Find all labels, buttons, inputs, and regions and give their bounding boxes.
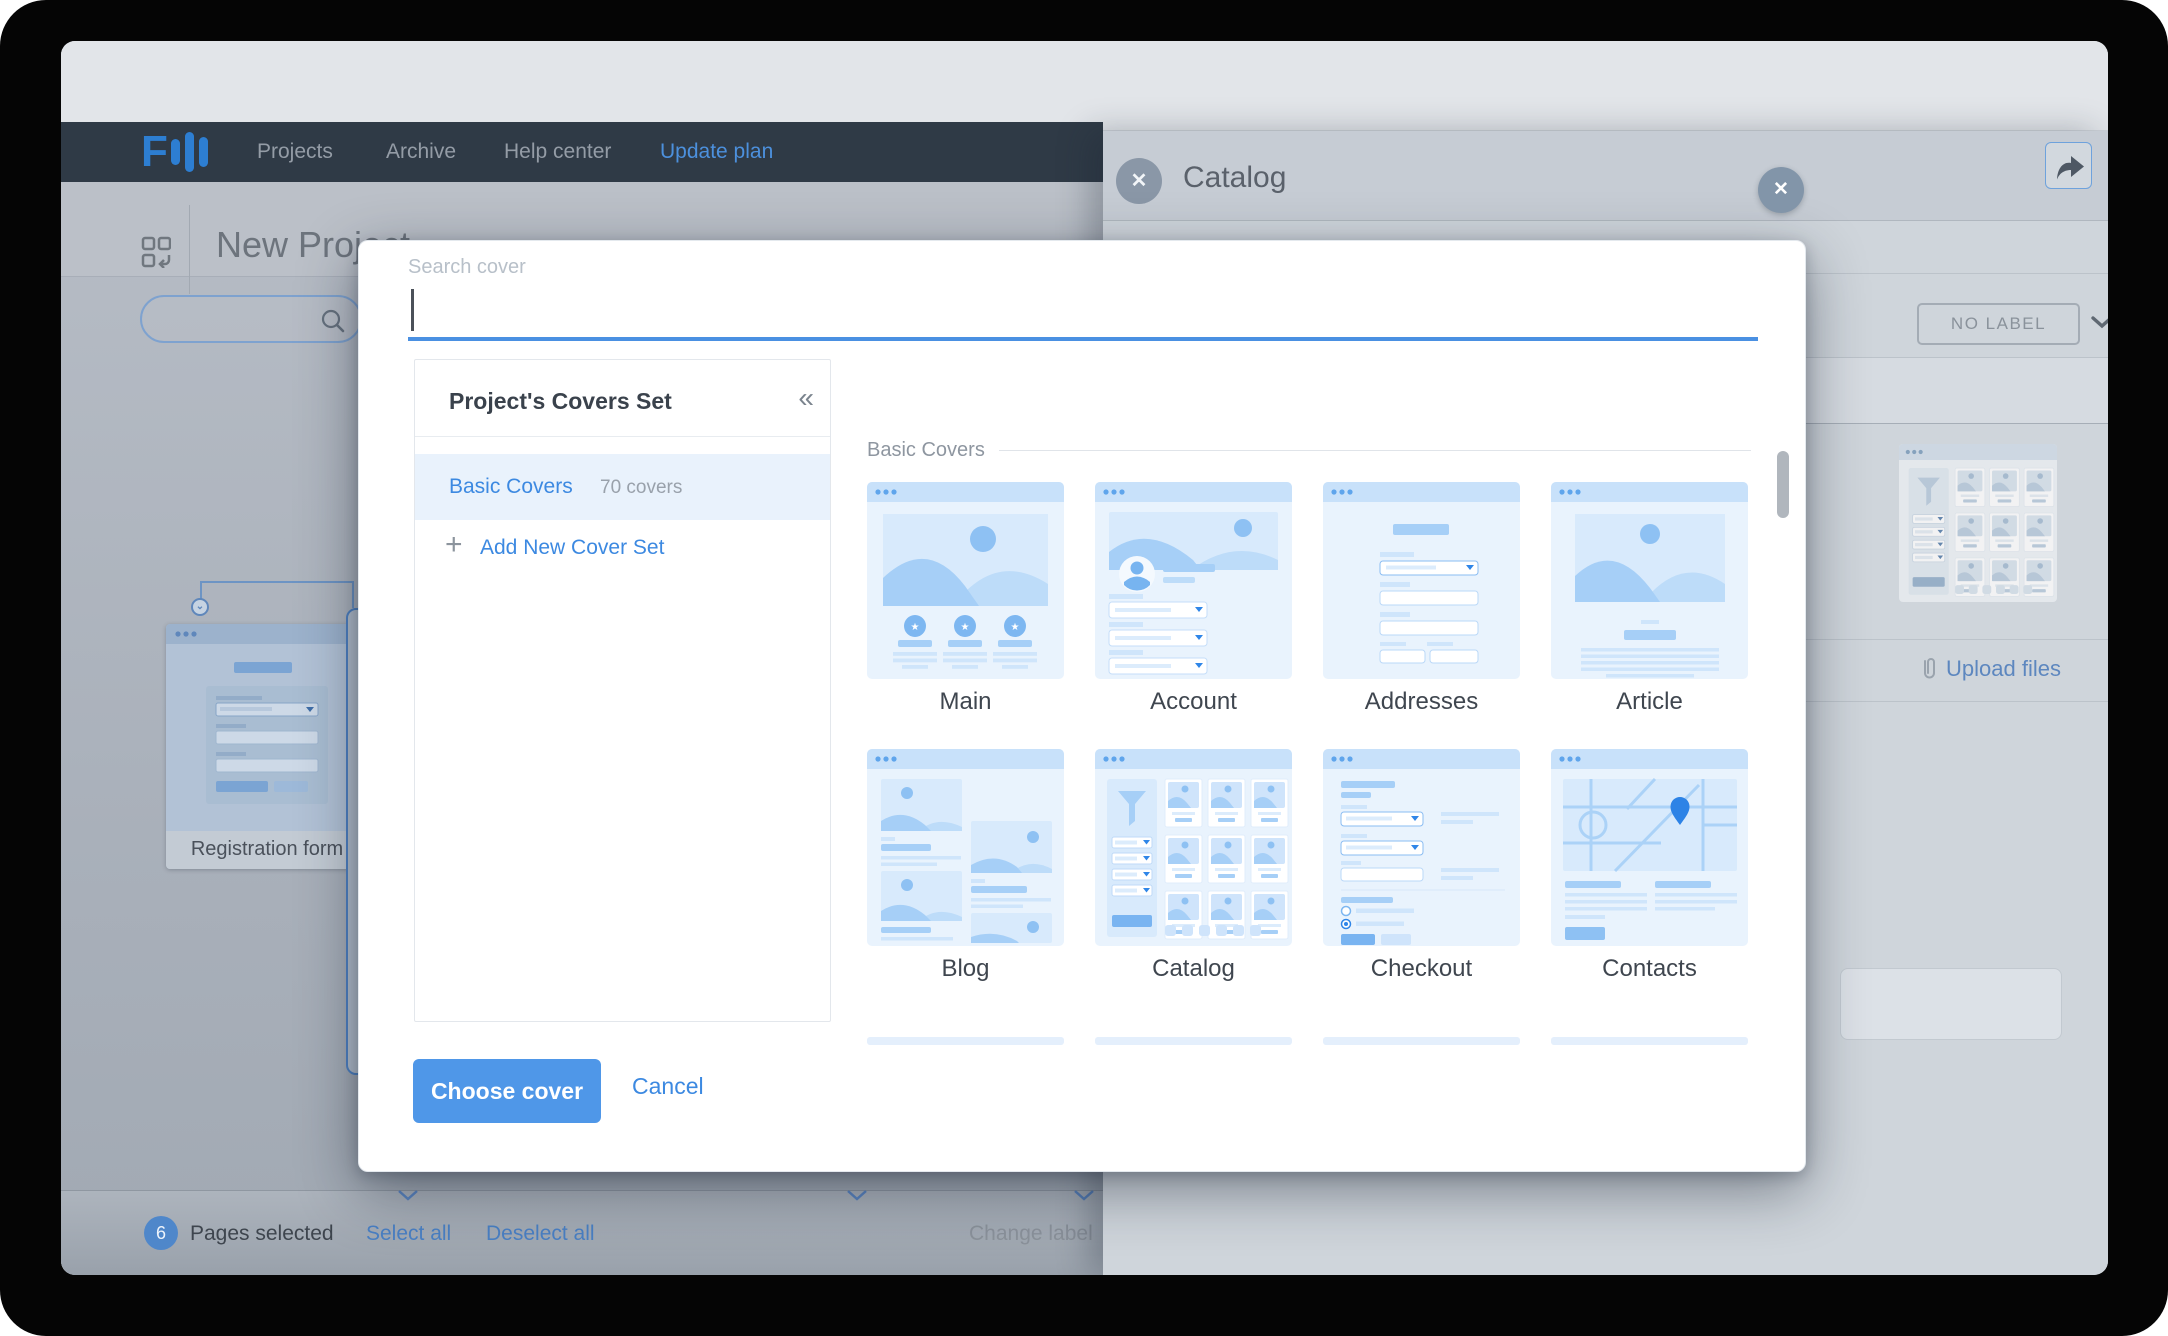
cover-label: Main <box>939 688 992 715</box>
current-cover-thumbnail[interactable] <box>1899 443 2057 603</box>
cover-thumbnail-main: ★ ★ ★ <box>867 482 1064 679</box>
svg-text:★: ★ <box>911 622 920 633</box>
node-connector-icon[interactable]: ⌄ <box>191 598 209 616</box>
no-label-badge[interactable]: NO LABEL <box>1917 303 2080 345</box>
paperclip-icon <box>1924 658 1936 679</box>
selection-footer: 6 Pages selected Select all Deselect all… <box>61 1190 1103 1275</box>
nav-item-projects[interactable]: Projects <box>257 140 333 163</box>
sitemap-connector <box>200 581 354 583</box>
nav-item-update-plan[interactable]: Update plan <box>660 140 774 163</box>
next-row-cover-peek <box>1095 1037 1292 1045</box>
next-row-cover-peek <box>1551 1037 1748 1045</box>
share-arrow-icon <box>2057 156 2084 180</box>
svg-text:★: ★ <box>1011 622 1020 633</box>
cover-thumbnail-checkout <box>1323 749 1520 946</box>
search-input[interactable] <box>140 295 362 343</box>
cover-label: Checkout <box>1370 955 1473 982</box>
search-underline <box>408 337 1758 341</box>
covers-scrollbar[interactable] <box>1777 451 1789 518</box>
cover-label: Article <box>1616 688 1683 715</box>
plus-icon: + <box>445 528 463 561</box>
cover-card-catalog[interactable]: Catalog <box>1095 749 1292 983</box>
cover-set-count: 70 covers <box>600 477 683 498</box>
deselect-all-button[interactable]: Deselect all <box>486 1222 595 1245</box>
nav-item-help-center[interactable]: Help center <box>504 140 612 163</box>
cover-card-addresses[interactable]: Addresses <box>1323 482 1520 716</box>
sitemap-connector <box>352 581 354 608</box>
app-window: F Projects Archive Help center Update pl… <box>61 41 2108 1275</box>
node-label: Registration form <box>190 838 344 860</box>
browser-chrome-strip <box>61 41 2108 131</box>
section-divider <box>999 450 1751 451</box>
chevron-down-icon[interactable] <box>2090 315 2108 329</box>
covers-section-title: Basic Covers <box>867 439 985 461</box>
text-caret <box>411 289 414 331</box>
cancel-button[interactable]: Cancel <box>632 1073 704 1099</box>
next-row-cover-peek <box>1323 1037 1520 1045</box>
header-divider <box>189 205 190 294</box>
cover-thumbnail-catalog <box>1095 749 1292 946</box>
search-icon <box>321 309 345 333</box>
sitemap-connector <box>200 581 202 600</box>
panel-header: ✕ Catalog <box>1103 131 2108 221</box>
cover-thumbnail-addresses <box>1323 482 1520 679</box>
cover-label: Catalog <box>1152 955 1235 982</box>
cover-sets-title: Project's Covers Set <box>449 388 672 414</box>
choose-cover-modal: Search cover Project's Covers Set « Basi… <box>358 240 1806 1172</box>
panel-comment-box[interactable] <box>1840 968 2062 1040</box>
next-row-cover-peek <box>867 1037 1064 1045</box>
upload-files-button[interactable]: Upload files <box>1918 656 2061 682</box>
cover-card-article[interactable]: Article <box>1551 482 1748 716</box>
panel-close-icon[interactable]: ✕ <box>1116 158 1162 204</box>
selected-count-badge: 6 <box>144 1216 178 1250</box>
cover-search-input[interactable] <box>408 285 1758 335</box>
change-label-button[interactable]: Change label <box>969 1222 1093 1245</box>
select-all-button[interactable]: Select all <box>366 1222 452 1245</box>
choose-cover-button[interactable]: Choose cover <box>413 1059 601 1123</box>
cover-label: Account <box>1150 688 1237 715</box>
panel-title: Catalog <box>1183 161 1287 194</box>
cover-card-account[interactable]: Account <box>1095 482 1292 716</box>
collapse-sidebar-icon[interactable]: « <box>798 382 814 413</box>
cover-thumbnail-article <box>1551 482 1748 679</box>
sitemap-node-registration-form[interactable]: Registration form <box>166 624 368 869</box>
connector-chevron-icon <box>1074 1190 1094 1201</box>
modal-close-icon[interactable]: ✕ <box>1758 167 1804 213</box>
connector-chevron-icon <box>398 1190 418 1201</box>
flowmapp-logo-icon[interactable]: F <box>141 130 208 174</box>
cover-sets-sidebar: Project's Covers Set « Basic Covers 70 c… <box>414 359 831 1022</box>
cover-set-name: Basic Covers <box>449 475 573 498</box>
pages-selected-label: Pages selected <box>190 1222 334 1245</box>
cover-card-contacts[interactable]: Contacts <box>1551 749 1748 983</box>
cover-card-main[interactable]: ★ ★ ★ Main <box>867 482 1064 716</box>
nav-item-archive[interactable]: Archive <box>386 140 457 163</box>
cover-card-checkout[interactable]: Checkout <box>1323 749 1520 983</box>
cover-thumbnail-contacts <box>1551 749 1748 946</box>
sitemap-grid-icon[interactable] <box>141 236 171 268</box>
sidebar-divider <box>415 436 830 437</box>
share-button[interactable] <box>2045 142 2092 189</box>
cover-label: Blog <box>941 955 990 982</box>
page-header: New Project <box>61 182 1103 294</box>
add-new-cover-set-button[interactable]: + Add New Cover Set <box>445 528 665 561</box>
svg-text:★: ★ <box>961 622 970 633</box>
registration-form-thumbnail <box>166 624 368 869</box>
connector-chevron-icon <box>847 1190 867 1201</box>
cover-search-label: Search cover <box>408 256 526 278</box>
cover-thumbnail-account <box>1095 482 1292 679</box>
top-navbar: F Projects Archive Help center Update pl… <box>61 122 1103 182</box>
cover-card-blog[interactable]: Blog <box>867 749 1064 983</box>
cover-set-item-basic[interactable]: Basic Covers 70 covers <box>415 454 830 520</box>
cover-thumbnail-blog <box>867 749 1064 946</box>
cover-label: Contacts <box>1602 955 1697 982</box>
cover-label: Addresses <box>1364 688 1479 715</box>
